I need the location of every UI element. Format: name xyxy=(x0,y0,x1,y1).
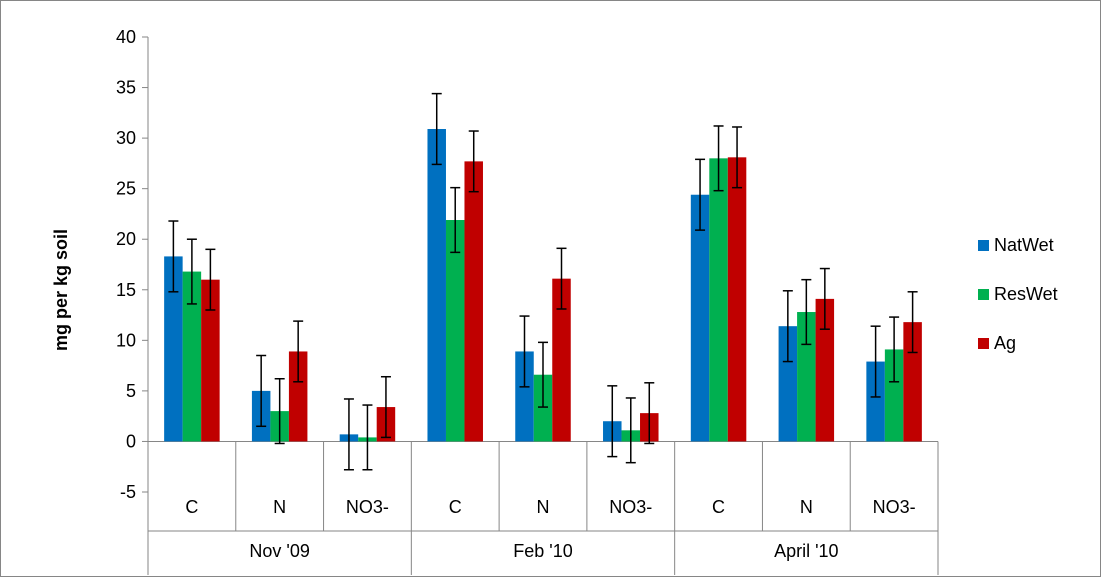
bar-ag xyxy=(727,157,747,442)
y-tick-label: 30 xyxy=(116,128,136,148)
category-label: NO3- xyxy=(873,497,916,517)
error-bars-layer xyxy=(168,92,918,471)
legend-swatch-ag xyxy=(978,338,989,349)
legend-swatch-natwet xyxy=(978,240,989,251)
bar-natwet xyxy=(866,361,885,442)
category-label: C xyxy=(449,497,462,517)
bar-natwet xyxy=(164,256,183,442)
bar-ag xyxy=(552,278,571,442)
bar-reswet xyxy=(884,349,904,442)
y-axis-label: mg per kg soil xyxy=(51,229,71,351)
y-tick-label: 10 xyxy=(116,330,136,350)
y-tick-label: -5 xyxy=(120,482,136,502)
bar-natwet xyxy=(690,194,710,442)
y-tick-label: 25 xyxy=(116,179,136,199)
group-label: Nov '09 xyxy=(249,541,309,561)
category-label: N xyxy=(800,497,813,517)
bar-reswet xyxy=(445,220,465,442)
y-tick-label: 0 xyxy=(126,431,136,451)
legend-label-reswet: ResWet xyxy=(994,284,1058,304)
category-label: N xyxy=(273,497,286,517)
bar-natwet xyxy=(778,326,798,442)
category-label: C xyxy=(712,497,725,517)
y-tick-label: 35 xyxy=(116,78,136,98)
legend-label-natwet: NatWet xyxy=(994,235,1054,255)
y-tick-label: 5 xyxy=(126,381,136,401)
category-label: NO3- xyxy=(346,497,389,517)
legend-swatch-reswet xyxy=(978,289,989,300)
labels-layer: -5 0 5 10 15 20 25 30 35 40 C N NO3- C N NO3- C N NO3- Nov … xyxy=(116,27,916,561)
bar-reswet xyxy=(182,271,202,442)
bar-reswet xyxy=(709,158,728,442)
category-label: N xyxy=(537,497,550,517)
bar-ag xyxy=(288,351,308,442)
y-tick-label: 15 xyxy=(116,280,136,300)
bar-natwet xyxy=(515,351,534,442)
category-label: C xyxy=(185,497,198,517)
bar-ag xyxy=(464,161,483,442)
y-tick-label: 20 xyxy=(116,229,136,249)
legend-label-ag: Ag xyxy=(994,333,1016,353)
bar-ag xyxy=(815,298,835,442)
bar-ag xyxy=(201,279,220,442)
legend: NatWet ResWet Ag xyxy=(978,235,1058,353)
bar-natwet xyxy=(427,129,446,442)
category-label: NO3- xyxy=(609,497,652,517)
group-label: April '10 xyxy=(774,541,838,561)
y-tick-label: 40 xyxy=(116,27,136,47)
group-label: Feb '10 xyxy=(513,541,572,561)
bar-reswet xyxy=(533,374,553,442)
